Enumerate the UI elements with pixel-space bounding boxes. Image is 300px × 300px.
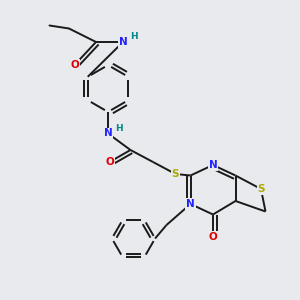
Text: N: N [118, 37, 127, 47]
Text: O: O [70, 59, 80, 70]
Text: S: S [172, 169, 179, 179]
Text: N: N [186, 199, 195, 209]
Text: O: O [105, 157, 114, 167]
Text: N: N [103, 128, 112, 139]
Text: S: S [257, 184, 265, 194]
Text: H: H [116, 124, 123, 133]
Text: O: O [208, 232, 217, 242]
Text: H: H [130, 32, 138, 41]
Text: N: N [208, 160, 217, 170]
